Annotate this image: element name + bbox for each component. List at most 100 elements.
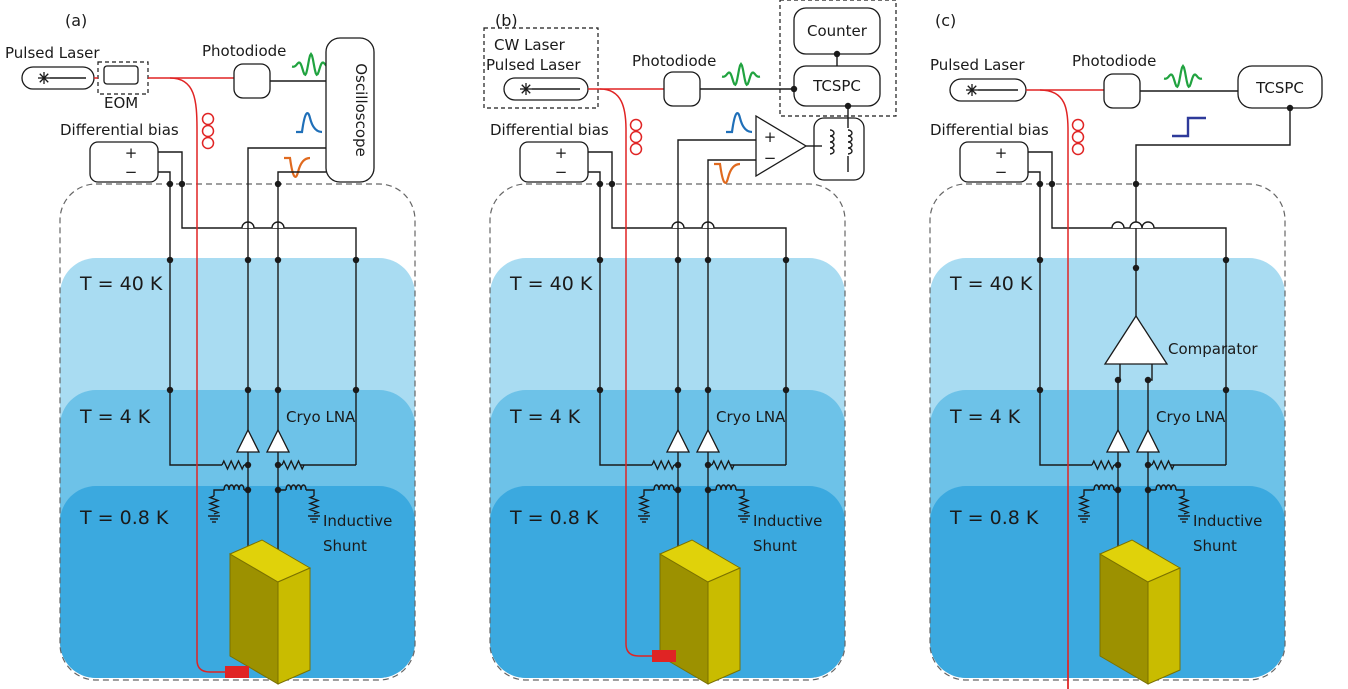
- fiber-to-chip: [599, 88, 654, 657]
- resistor-icon: [738, 495, 750, 515]
- junction-dot: [1036, 386, 1044, 394]
- inductor-icon: [653, 484, 675, 491]
- panel-label: (b): [495, 11, 518, 30]
- positive-pulse-icon: [726, 112, 753, 134]
- junction-dot: [274, 386, 282, 394]
- junction-dot: [244, 256, 252, 264]
- junction-dot: [352, 386, 360, 394]
- shunt-label: Shunt: [753, 537, 797, 555]
- resistor-icon: [221, 459, 245, 471]
- junction-dot: [704, 256, 712, 264]
- ground-icon: [1178, 515, 1190, 523]
- shunt-label: Shunt: [1193, 537, 1237, 555]
- resistor-icon: [711, 459, 735, 471]
- junction-dot: [704, 486, 712, 494]
- fiber-loop-icon: [629, 118, 643, 156]
- minus-sign: −: [555, 163, 568, 181]
- resistor-icon: [638, 495, 650, 515]
- cryostat-zones: [490, 258, 845, 678]
- cryo-lna-amplifiers: [221, 428, 305, 471]
- laser-emitter-icon: [966, 84, 978, 96]
- junction-dot: [166, 180, 174, 188]
- shunt-label: Shunt: [323, 537, 367, 555]
- laser-label: Pulsed Laser: [930, 56, 1025, 74]
- plus-sign: +: [125, 144, 138, 162]
- wire-crossover: [1141, 221, 1155, 229]
- inductor-icon: [715, 484, 737, 491]
- laser-label: CW Laser: [494, 36, 566, 54]
- comparator: [1103, 314, 1169, 365]
- photodiode-label: Photodiode: [632, 52, 716, 70]
- tcspc-label: TCSPC: [1255, 79, 1304, 97]
- lna-right: [1135, 428, 1161, 453]
- laser-label: Pulsed Laser: [486, 56, 581, 74]
- fiber-to-chip: [169, 77, 228, 673]
- plus-sign: +: [764, 128, 777, 146]
- junction-dot: [596, 256, 604, 264]
- tcspc-dashed-outline: [779, 0, 897, 117]
- lna-right: [265, 428, 291, 453]
- ground-icon: [1078, 515, 1090, 523]
- resistor-icon: [208, 495, 220, 515]
- junction-dot: [178, 180, 186, 188]
- junction-dot: [782, 256, 790, 264]
- junction-dot: [1132, 180, 1140, 188]
- junction-dot: [1036, 256, 1044, 264]
- laser-spot: [652, 650, 676, 662]
- photodiode-box: [233, 63, 271, 99]
- resistor-icon: [1151, 459, 1175, 471]
- lna-left: [1105, 428, 1131, 453]
- junction-dot: [596, 180, 604, 188]
- minus-sign: −: [125, 163, 138, 181]
- bias-box: [959, 141, 1029, 183]
- lna-label: Cryo LNA: [716, 408, 786, 426]
- photodiode-label: Photodiode: [202, 42, 286, 60]
- inductive-shunts: [208, 465, 320, 523]
- coil-icon: [829, 129, 835, 155]
- bias-box: [89, 141, 159, 183]
- lna-label: Cryo LNA: [1156, 408, 1226, 426]
- ground-icon: [208, 515, 220, 523]
- bias-label: Differential bias: [930, 121, 1049, 139]
- inductor-icon: [223, 484, 245, 491]
- fiber-down: [1039, 89, 1069, 689]
- wire-crossover: [1129, 221, 1143, 229]
- ground-icon: [308, 515, 320, 523]
- chip-side-face: [707, 567, 741, 685]
- chip-side-face: [277, 567, 311, 685]
- laser-label: Pulsed Laser: [5, 44, 100, 62]
- optical-fiber: [1026, 89, 1104, 689]
- laser-emitter-icon: [520, 83, 532, 95]
- minus-sign: −: [764, 149, 777, 167]
- inductive-shunts: [1078, 465, 1190, 523]
- temp-label-0.8K: T = 0.8 K: [949, 507, 1039, 529]
- laser-dashed-outline: [483, 27, 599, 109]
- eom-box: [103, 65, 139, 85]
- detector-chip: [1098, 539, 1182, 685]
- junction-dot: [1144, 486, 1152, 494]
- junction-dot: [244, 386, 252, 394]
- panel-label: (a): [65, 11, 87, 30]
- detector-chip: [228, 539, 312, 685]
- lna-label: Cryo LNA: [286, 408, 356, 426]
- photodiode-box: [663, 71, 701, 107]
- inductive-shunts: [638, 465, 750, 523]
- oscilloscope-label: Oscilloscope: [352, 63, 370, 157]
- temp-label-40K: T = 40 K: [509, 273, 593, 295]
- panel-b: T = 40 K T = 4 K T = 0.8 K (b) Differential …: [483, 0, 897, 685]
- junction-dot: [1222, 386, 1230, 394]
- temp-label-4K: T = 4 K: [949, 406, 1021, 428]
- junction-dot: [1144, 376, 1152, 384]
- junction-dot: [166, 256, 174, 264]
- lna-left: [235, 428, 261, 453]
- cryostat-zones: [60, 258, 415, 678]
- resistor-icon: [308, 495, 320, 515]
- negative-pulse-icon: [284, 156, 311, 178]
- wire-crossover: [1111, 221, 1125, 229]
- optical-fiber: [94, 77, 234, 673]
- cryostat-zones: [930, 258, 1285, 678]
- photodiode-pulse-icon: [1163, 64, 1203, 89]
- comparator-triangle: [1103, 314, 1169, 365]
- junction-dot: [674, 486, 682, 494]
